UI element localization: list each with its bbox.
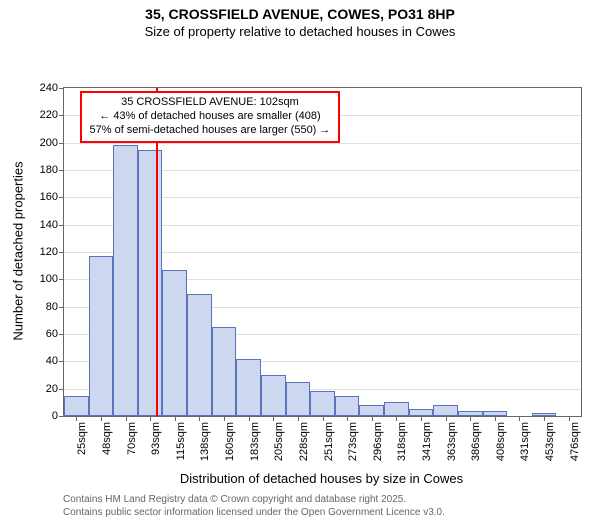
x-tick-mark (569, 416, 570, 421)
x-tick-mark (150, 416, 151, 421)
x-tick-label: 183sqm (247, 422, 261, 461)
x-tick-label: 408sqm (493, 422, 507, 461)
x-tick-mark (347, 416, 348, 421)
gridline (64, 143, 581, 144)
x-tick-label: 25sqm (74, 422, 88, 455)
x-tick-label: 48sqm (99, 422, 113, 455)
x-tick-label: 70sqm (124, 422, 138, 455)
annotation-line: 57% of semi-detached houses are larger (… (90, 124, 331, 138)
chart-subtitle: Size of property relative to detached ho… (0, 24, 600, 39)
x-tick-mark (76, 416, 77, 421)
x-tick-mark (224, 416, 225, 421)
x-tick-label: 93sqm (148, 422, 162, 455)
x-tick-label: 341sqm (419, 422, 433, 461)
footer-line-2: Contains public sector information licen… (63, 506, 445, 519)
x-tick-mark (396, 416, 397, 421)
x-tick-label: 386sqm (468, 422, 482, 461)
histogram-bar (138, 150, 163, 417)
y-tick-label: 180 (40, 164, 64, 176)
y-tick-label: 200 (40, 137, 64, 149)
y-axis-label: Number of detached properties (11, 161, 26, 340)
histogram-bar (64, 396, 89, 417)
annotation-line: ← 43% of detached houses are smaller (40… (90, 110, 331, 124)
x-tick-label: 251sqm (321, 422, 335, 461)
x-tick-label: 115sqm (173, 422, 187, 460)
x-tick-mark (421, 416, 422, 421)
histogram-bar (162, 270, 187, 416)
x-tick-mark (273, 416, 274, 421)
y-tick-label: 60 (46, 328, 64, 340)
chart-title: 35, CROSSFIELD AVENUE, COWES, PO31 8HP (0, 6, 600, 22)
histogram-bar (89, 256, 114, 416)
histogram-bar (212, 327, 237, 416)
histogram-bar (286, 382, 311, 416)
x-tick-mark (249, 416, 250, 421)
x-tick-mark (101, 416, 102, 421)
x-axis-label: Distribution of detached houses by size … (180, 471, 463, 486)
x-tick-label: 453sqm (542, 422, 556, 461)
x-tick-mark (544, 416, 545, 421)
y-tick-label: 80 (46, 301, 64, 313)
histogram-bar (310, 391, 335, 416)
x-tick-mark (175, 416, 176, 421)
x-tick-label: 363sqm (444, 422, 458, 461)
x-tick-label: 273sqm (345, 422, 359, 461)
x-tick-label: 476sqm (567, 422, 581, 461)
x-tick-mark (495, 416, 496, 421)
y-tick-label: 160 (40, 191, 64, 203)
histogram-bar (335, 396, 360, 417)
y-tick-label: 220 (40, 109, 64, 121)
x-tick-mark (126, 416, 127, 421)
annotation-line: 35 CROSSFIELD AVENUE: 102sqm (90, 96, 331, 110)
histogram-bar (433, 405, 458, 416)
plot-area: 02040608010012014016018020022024025sqm48… (63, 87, 582, 417)
y-tick-label: 100 (40, 273, 64, 285)
x-tick-mark (446, 416, 447, 421)
x-tick-label: 431sqm (517, 422, 531, 461)
annotation-box: 35 CROSSFIELD AVENUE: 102sqm← 43% of det… (80, 91, 341, 142)
y-tick-label: 120 (40, 246, 64, 258)
x-tick-label: 138sqm (197, 422, 211, 461)
x-tick-label: 205sqm (271, 422, 285, 461)
x-tick-label: 160sqm (222, 422, 236, 461)
x-tick-mark (323, 416, 324, 421)
histogram-bar (261, 375, 286, 416)
y-tick-label: 140 (40, 219, 64, 231)
x-tick-label: 228sqm (296, 422, 310, 461)
footer-attribution: Contains HM Land Registry data © Crown c… (63, 493, 445, 519)
y-tick-label: 0 (52, 410, 64, 422)
x-tick-mark (298, 416, 299, 421)
y-tick-label: 40 (46, 355, 64, 367)
histogram-bar (359, 405, 384, 416)
x-tick-mark (470, 416, 471, 421)
histogram-bar (187, 294, 212, 416)
x-tick-mark (199, 416, 200, 421)
x-tick-mark (519, 416, 520, 421)
histogram-bar (409, 409, 434, 416)
x-tick-mark (372, 416, 373, 421)
histogram-bar (236, 359, 261, 416)
x-tick-label: 318sqm (394, 422, 408, 461)
histogram-bar (113, 145, 138, 416)
x-tick-label: 296sqm (370, 422, 384, 461)
histogram-bar (384, 402, 409, 416)
y-tick-label: 20 (46, 383, 64, 395)
y-tick-label: 240 (40, 82, 64, 94)
